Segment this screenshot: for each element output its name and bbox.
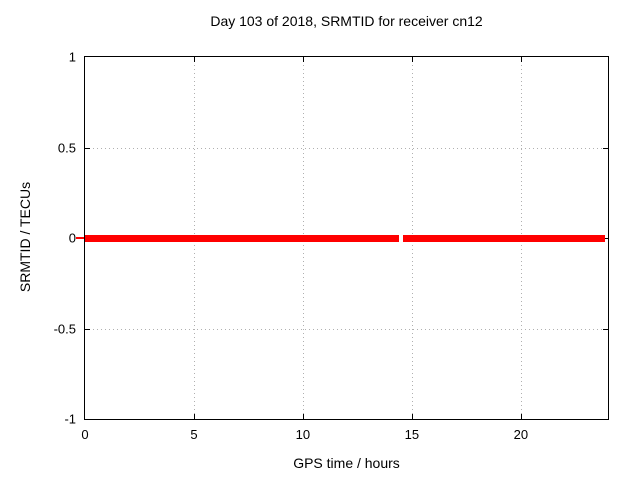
chart-title: Day 103 of 2018, SRMTID for receiver cn1… [210,13,483,29]
x-tick-mark [302,57,304,62]
series-line-segment [85,234,399,242]
y-gridline [85,147,608,149]
y-tick-label: -0.5 [53,321,76,336]
y-tick-label: 0.5 [57,140,76,155]
y-gridline [85,328,608,330]
y-tick-label: 0 [68,230,76,246]
x-tick-mark [193,57,195,62]
x-tick-mark [193,414,195,419]
x-tick-mark [520,414,522,419]
y-tick-mark [603,328,608,330]
x-tick-mark [520,57,522,62]
x-tick-mark [302,414,304,419]
y-tick-label: 1 [68,49,76,65]
x-tick-mark [411,57,413,62]
x-tick-label: 20 [513,427,529,442]
y-tick-mark [603,147,608,149]
y-tick-label: -1 [64,411,76,427]
x-tick-label: 10 [295,427,311,442]
x-tick-mark [411,414,413,419]
y-tick-mark [603,238,608,239]
series-zero-edge-dash [76,237,84,239]
y-tick-mark [85,147,90,149]
series-line-segment [403,234,606,242]
x-tick-label: 5 [190,427,198,442]
y-tick-mark [85,328,90,330]
plot-area [84,56,609,420]
x-tick-label: 0 [81,427,89,442]
x-tick-label: 15 [404,427,420,442]
x-axis-label: GPS time / hours [293,455,400,471]
